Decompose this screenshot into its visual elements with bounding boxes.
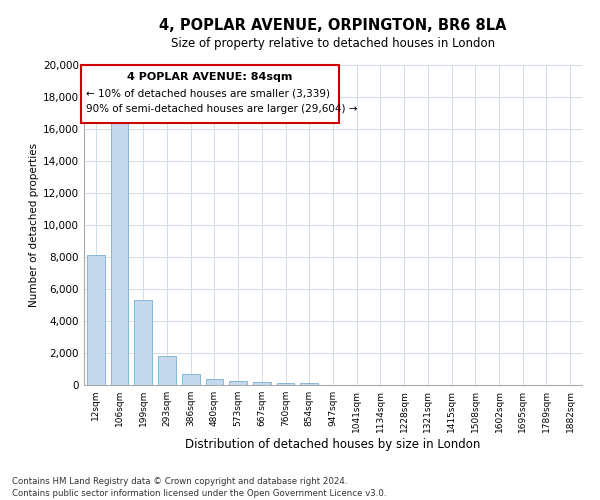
Bar: [134, 300, 152, 385]
Bar: [158, 356, 176, 385]
Bar: [229, 380, 247, 385]
Bar: [206, 379, 223, 385]
Bar: [110, 120, 128, 385]
Text: Contains HM Land Registry data © Crown copyright and database right 2024.: Contains HM Land Registry data © Crown c…: [12, 477, 347, 486]
Bar: [87, 256, 105, 385]
Y-axis label: Number of detached properties: Number of detached properties: [29, 143, 39, 307]
Bar: [301, 384, 318, 385]
Bar: [253, 382, 271, 385]
Bar: [182, 374, 200, 385]
Text: ← 10% of detached houses are smaller (3,339): ← 10% of detached houses are smaller (3,…: [86, 89, 330, 99]
Bar: [277, 382, 295, 385]
Text: Size of property relative to detached houses in London: Size of property relative to detached ho…: [171, 38, 495, 51]
X-axis label: Distribution of detached houses by size in London: Distribution of detached houses by size …: [185, 438, 481, 450]
Text: 4, POPLAR AVENUE, ORPINGTON, BR6 8LA: 4, POPLAR AVENUE, ORPINGTON, BR6 8LA: [159, 18, 507, 32]
Text: 90% of semi-detached houses are larger (29,604) →: 90% of semi-detached houses are larger (…: [86, 104, 358, 114]
Text: 4 POPLAR AVENUE: 84sqm: 4 POPLAR AVENUE: 84sqm: [127, 72, 293, 83]
Text: Contains public sector information licensed under the Open Government Licence v3: Contains public sector information licen…: [12, 488, 386, 498]
